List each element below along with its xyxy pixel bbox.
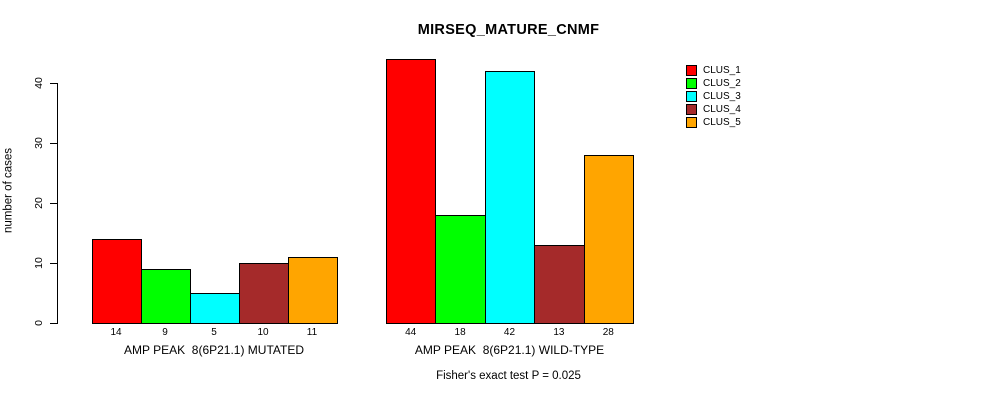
bar-value-label: 13 <box>553 327 565 338</box>
legend-label: CLUS_4 <box>703 104 741 115</box>
y-tick-label: 10 <box>33 257 45 269</box>
y-tick-mark <box>50 143 57 144</box>
y-tick-mark <box>50 203 57 204</box>
y-tick-label: 40 <box>33 77 45 89</box>
legend-item: CLUS_4 <box>686 104 741 115</box>
legend-item: CLUS_2 <box>686 78 741 89</box>
y-tick-mark <box>50 263 57 264</box>
bar-value-label: 44 <box>405 327 417 338</box>
chart-title: MIRSEQ_MATURE_CNMF <box>417 22 600 38</box>
legend-swatch <box>686 91 697 102</box>
y-axis-line <box>57 83 58 324</box>
legend-swatch <box>686 104 697 115</box>
y-tick-label: 30 <box>33 137 45 149</box>
y-tick-mark <box>50 83 57 84</box>
legend-swatch <box>686 78 697 89</box>
bar-value-label: 10 <box>257 327 269 338</box>
bar-value-label: 42 <box>503 327 516 338</box>
footnote: Fisher's exact test P = 0.025 <box>436 370 581 382</box>
legend-item: CLUS_1 <box>686 65 741 76</box>
legend-swatch <box>686 117 697 128</box>
legend-swatch <box>686 65 697 76</box>
bar <box>583 155 634 324</box>
group-label: AMP PEAK 8(6P21.1) MUTATED <box>123 343 305 357</box>
bar <box>91 239 142 324</box>
bar-value-label: 28 <box>602 327 614 338</box>
bar <box>386 59 437 324</box>
group-label: AMP PEAK 8(6P21.1) WILD-TYPE <box>414 343 605 357</box>
bar-value-label: 11 <box>306 327 318 338</box>
bar <box>484 71 536 324</box>
legend-label: CLUS_3 <box>703 91 741 102</box>
y-axis-label: number of cases <box>2 148 15 234</box>
bar <box>534 245 585 324</box>
bar-value-label: 18 <box>454 327 466 338</box>
legend-item: CLUS_5 <box>686 117 741 128</box>
y-tick-label: 20 <box>33 197 45 209</box>
y-tick-mark <box>50 323 57 324</box>
bar <box>189 293 240 324</box>
legend: CLUS_1 CLUS_2 CLUS_3 CLUS_4 CLUS_5 <box>686 65 741 130</box>
bar <box>140 269 191 324</box>
legend-label: CLUS_5 <box>703 117 741 128</box>
bar <box>435 215 486 324</box>
bar-value-label: 14 <box>110 327 122 338</box>
bar <box>287 257 338 324</box>
legend-label: CLUS_1 <box>703 65 741 76</box>
bar-value-label: 5 <box>211 327 217 338</box>
legend-item: CLUS_3 <box>686 91 741 102</box>
bar-value-label: 9 <box>162 327 168 338</box>
legend-label: CLUS_2 <box>703 78 741 89</box>
y-tick-label: 0 <box>33 320 45 326</box>
bar <box>238 263 289 324</box>
